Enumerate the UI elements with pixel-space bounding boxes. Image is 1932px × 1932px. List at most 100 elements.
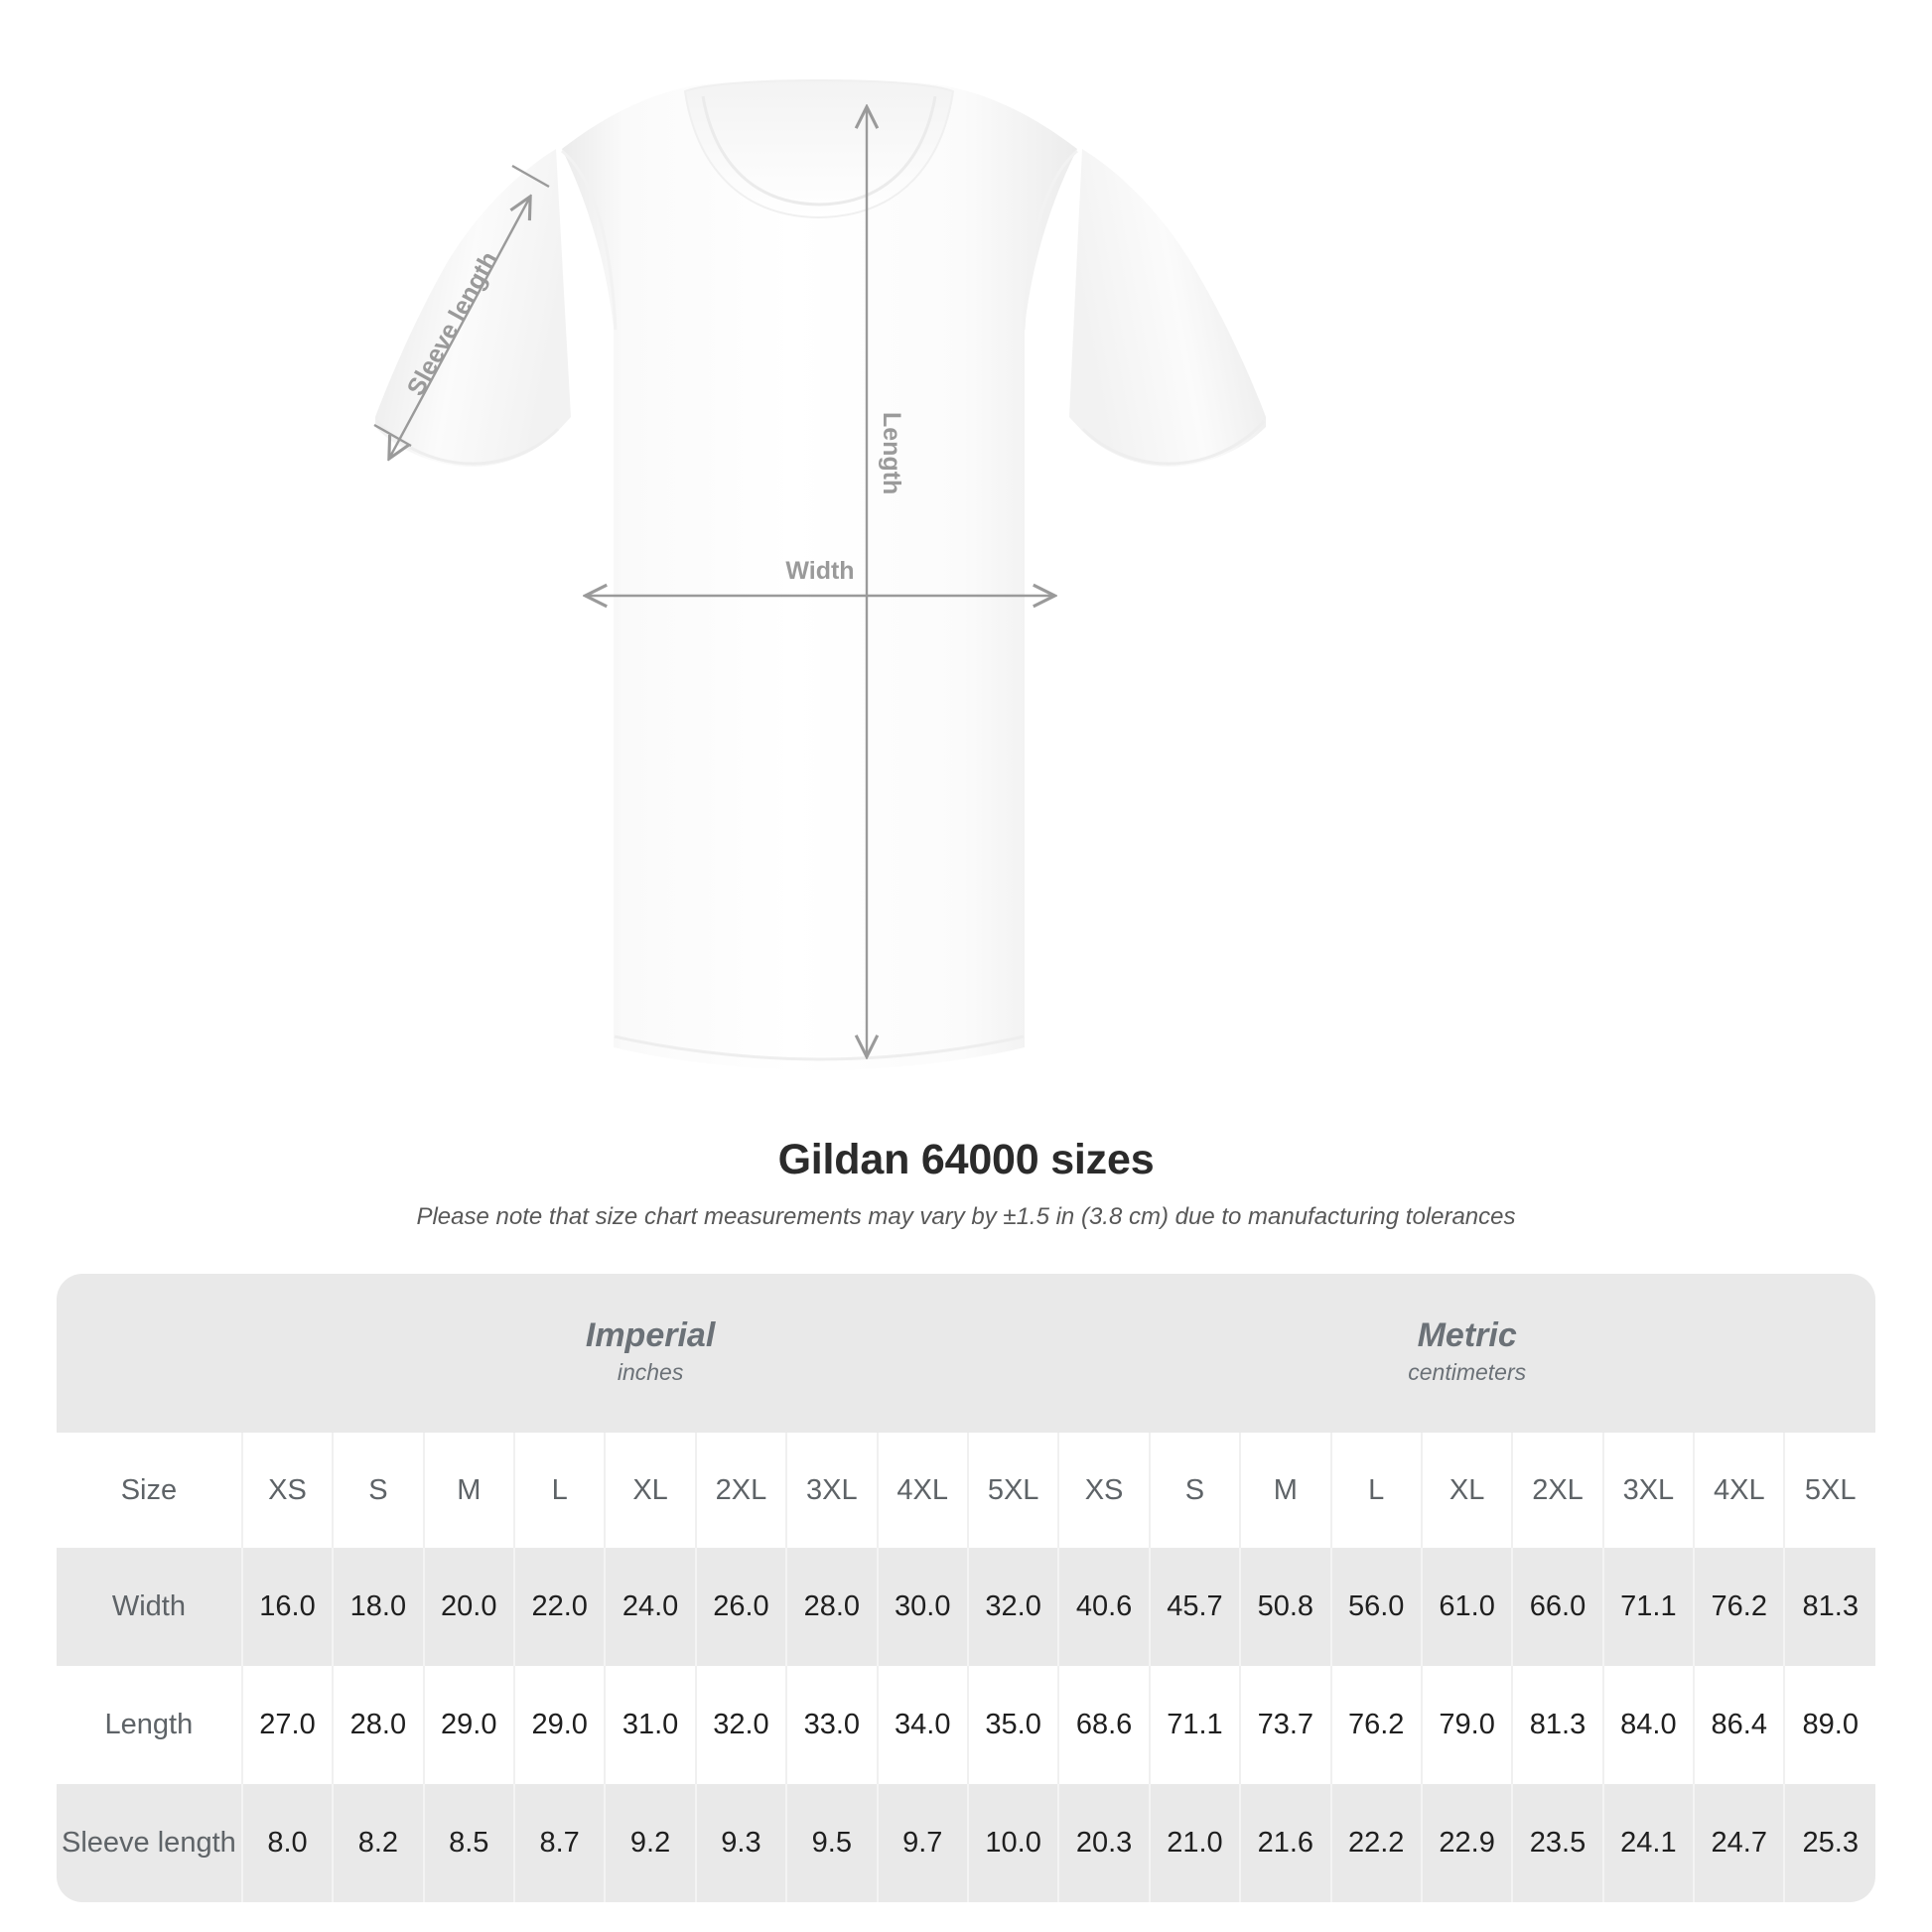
- size-col-metric-4xl: 4XL: [1693, 1433, 1785, 1548]
- cell-length-metric-s: 71.1: [1148, 1666, 1241, 1784]
- tshirt-body: [562, 79, 1077, 1070]
- size-col-metric-xl: XL: [1420, 1433, 1513, 1548]
- cell-sleeve-imperial-m: 8.5: [422, 1784, 514, 1902]
- cell-sleeve-metric-2xl: 23.5: [1511, 1784, 1603, 1902]
- cell-width-metric-xl: 61.0: [1420, 1548, 1513, 1666]
- row-label-length: Length: [57, 1666, 242, 1784]
- sleeve-length-arrow-line: [390, 199, 529, 457]
- cell-length-imperial-m: 29.0: [422, 1666, 514, 1784]
- cell-sleeve-metric-l: 22.2: [1329, 1784, 1422, 1902]
- unit-band-metric: Metric centimeters: [1058, 1274, 1875, 1433]
- cell-length-metric-4xl: 86.4: [1693, 1666, 1785, 1784]
- cell-sleeve-imperial-s: 8.2: [332, 1784, 424, 1902]
- size-col-imperial-2xl: 2XL: [694, 1433, 787, 1548]
- row-label-sleeve-length: Sleeve length: [57, 1784, 242, 1902]
- cell-sleeve-imperial-3xl: 9.5: [785, 1784, 878, 1902]
- size-col-metric-xs: XS: [1057, 1433, 1150, 1548]
- cell-length-imperial-s: 28.0: [332, 1666, 424, 1784]
- cell-length-metric-5xl: 89.0: [1783, 1666, 1875, 1784]
- cell-width-metric-m: 50.8: [1239, 1548, 1331, 1666]
- cell-width-metric-2xl: 66.0: [1511, 1548, 1603, 1666]
- size-col-imperial-5xl: 5XL: [966, 1433, 1059, 1548]
- tshirt-diagram-section: Length Width Sleeve length: [373, 78, 1266, 1070]
- cell-width-metric-xs: 40.6: [1057, 1548, 1150, 1666]
- page-title: Gildan 64000 sizes: [777, 1136, 1155, 1183]
- cell-width-imperial-4xl: 30.0: [876, 1548, 968, 1666]
- cell-sleeve-metric-m: 21.6: [1239, 1784, 1331, 1902]
- table-row: Width 16.0 18.0 20.0 22.0 24.0 26.0 28.0…: [57, 1548, 1875, 1666]
- size-col-imperial-s: S: [332, 1433, 424, 1548]
- cell-width-imperial-xl: 24.0: [604, 1548, 696, 1666]
- cell-length-imperial-2xl: 32.0: [694, 1666, 787, 1784]
- size-col-imperial-m: M: [422, 1433, 514, 1548]
- cell-length-metric-xs: 68.6: [1057, 1666, 1150, 1784]
- size-col-imperial-xl: XL: [604, 1433, 696, 1548]
- size-chart-table: Imperial inches Metric centimeters Size …: [57, 1274, 1875, 1902]
- cell-length-imperial-5xl: 35.0: [966, 1666, 1059, 1784]
- cell-length-imperial-4xl: 34.0: [876, 1666, 968, 1784]
- unit-band-row: Imperial inches Metric centimeters: [57, 1274, 1875, 1433]
- size-col-imperial-3xl: 3XL: [785, 1433, 878, 1548]
- sleeve-length-tick-top: [511, 164, 550, 189]
- tshirt-right-shoulder-seam: [1022, 149, 1078, 331]
- cell-length-metric-xl: 79.0: [1420, 1666, 1513, 1784]
- page-subtitle: Please note that size chart measurements…: [416, 1203, 1516, 1231]
- cell-length-metric-l: 76.2: [1329, 1666, 1422, 1784]
- tshirt-collar-inner: [701, 95, 937, 207]
- size-col-imperial-l: L: [512, 1433, 606, 1548]
- title-block: Gildan 64000 sizes Please note that size…: [0, 1136, 1932, 1232]
- cell-length-metric-3xl: 84.0: [1601, 1666, 1695, 1784]
- cell-width-imperial-l: 22.0: [512, 1548, 606, 1666]
- cell-width-metric-4xl: 76.2: [1693, 1548, 1785, 1666]
- cell-length-imperial-xs: 27.0: [240, 1666, 334, 1784]
- cell-width-metric-3xl: 71.1: [1601, 1548, 1695, 1666]
- cell-width-metric-5xl: 81.3: [1783, 1548, 1875, 1666]
- cell-sleeve-imperial-xl: 9.2: [604, 1784, 696, 1902]
- size-col-imperial-4xl: 4XL: [876, 1433, 968, 1548]
- cell-width-imperial-3xl: 28.0: [785, 1548, 878, 1666]
- unit-metric-sub: centimeters: [1408, 1359, 1527, 1386]
- width-label: Width: [785, 557, 854, 585]
- unit-imperial-name: Imperial: [585, 1316, 716, 1355]
- cell-width-imperial-5xl: 32.0: [966, 1548, 1059, 1666]
- size-header-row: Size XS S M L XL 2XL 3XL 4XL 5XL XS S M …: [57, 1433, 1875, 1548]
- tshirt-left-shoulder-seam: [561, 149, 618, 331]
- cell-length-imperial-xl: 31.0: [604, 1666, 696, 1784]
- size-chart-table-container: Imperial inches Metric centimeters Size …: [57, 1274, 1875, 1902]
- row-label-width: Width: [57, 1548, 242, 1666]
- cell-length-imperial-3xl: 33.0: [785, 1666, 878, 1784]
- cell-sleeve-imperial-2xl: 9.3: [694, 1784, 787, 1902]
- cell-width-imperial-s: 18.0: [332, 1548, 424, 1666]
- sleeve-length-tick-bottom: [373, 423, 412, 448]
- cell-width-imperial-2xl: 26.0: [694, 1548, 787, 1666]
- size-header-label: Size: [57, 1433, 242, 1548]
- tshirt-right-sleeve: [1069, 149, 1266, 467]
- cell-sleeve-imperial-5xl: 10.0: [966, 1784, 1059, 1902]
- length-measure-group: Length: [867, 109, 905, 1054]
- cell-width-metric-l: 56.0: [1329, 1548, 1422, 1666]
- cell-sleeve-metric-xl: 22.9: [1420, 1784, 1513, 1902]
- cell-width-metric-s: 45.7: [1148, 1548, 1241, 1666]
- cell-sleeve-metric-s: 21.0: [1148, 1784, 1241, 1902]
- cell-sleeve-metric-xs: 20.3: [1057, 1784, 1150, 1902]
- cell-sleeve-metric-4xl: 24.7: [1693, 1784, 1785, 1902]
- size-col-metric-5xl: 5XL: [1783, 1433, 1875, 1548]
- table-row: Sleeve length 8.0 8.2 8.5 8.7 9.2 9.3 9.…: [57, 1784, 1875, 1902]
- size-col-imperial-xs: XS: [240, 1433, 334, 1548]
- cell-length-imperial-l: 29.0: [512, 1666, 606, 1784]
- cell-sleeve-imperial-xs: 8.0: [240, 1784, 334, 1902]
- tshirt-illustration: [375, 78, 1266, 1070]
- size-col-metric-3xl: 3XL: [1601, 1433, 1695, 1548]
- size-col-metric-l: L: [1329, 1433, 1422, 1548]
- cell-length-metric-2xl: 81.3: [1511, 1666, 1603, 1784]
- cell-width-imperial-m: 20.0: [422, 1548, 514, 1666]
- unit-imperial-sub: inches: [617, 1359, 684, 1386]
- cell-sleeve-metric-3xl: 24.1: [1601, 1784, 1695, 1902]
- unit-band-imperial: Imperial inches: [241, 1274, 1059, 1433]
- cell-sleeve-metric-5xl: 25.3: [1783, 1784, 1875, 1902]
- cell-length-metric-m: 73.7: [1239, 1666, 1331, 1784]
- width-measure-group: Width: [588, 557, 1052, 596]
- table-row: Length 27.0 28.0 29.0 29.0 31.0 32.0 33.…: [57, 1666, 1875, 1784]
- unit-metric-name: Metric: [1417, 1316, 1517, 1355]
- length-label: Length: [878, 412, 905, 494]
